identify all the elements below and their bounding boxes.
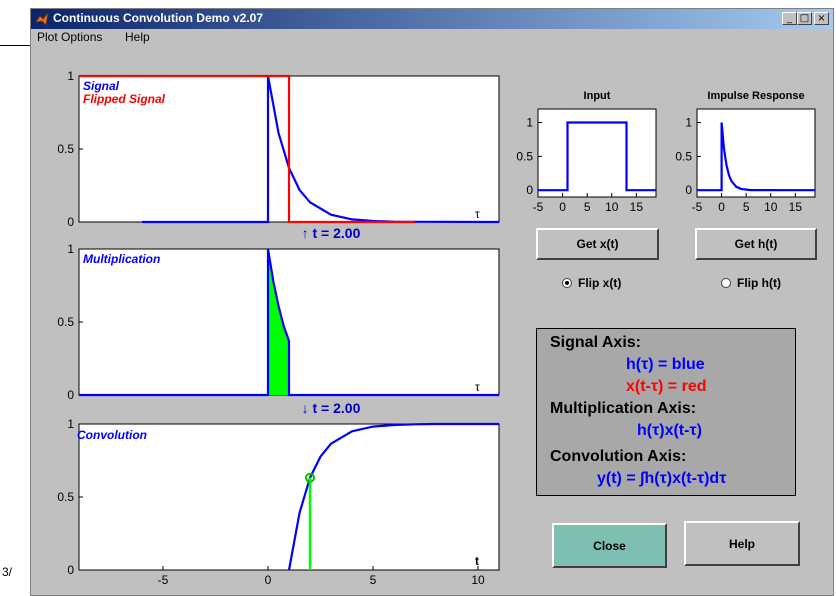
ytick-label: 1	[685, 116, 692, 130]
app-window: Continuous Convolution Demo v2.07 _ □ × …	[30, 8, 834, 596]
get-x-button[interactable]: Get x(t)	[536, 228, 659, 260]
menu-help[interactable]: Help	[125, 30, 150, 44]
xtick-label: -5	[692, 200, 703, 214]
radio-selected-icon	[562, 278, 572, 288]
ytick-label: 0	[526, 183, 533, 197]
signal-label: Signal	[83, 79, 120, 93]
legend-box: Signal Axis: h(τ) = blue x(t-τ) = red Mu…	[536, 328, 796, 496]
ytick-label: 0.5	[57, 142, 74, 156]
ytick-label: 0	[67, 563, 74, 577]
ytick-label: 0	[67, 215, 74, 229]
xtick-label: 0	[718, 200, 725, 214]
title-bar[interactable]: Continuous Convolution Demo v2.07 _ □ ×	[31, 9, 833, 29]
convolution-marker	[305, 472, 315, 483]
legend-h-blue: h(τ) = blue	[626, 356, 705, 373]
axes-impulse	[696, 108, 816, 198]
xtick-label: 10	[764, 200, 778, 214]
matlab-logo-icon	[35, 12, 49, 26]
convolution-label: Convolution	[77, 428, 147, 442]
legend-conv-expr: y(t) = ∫h(τ)x(t-τ)dτ	[597, 470, 727, 487]
axes-input	[537, 108, 657, 198]
legend-conv-axis: Convolution Axis:	[550, 448, 687, 465]
legend-signal-axis: Signal Axis:	[550, 334, 641, 351]
multiplication-axis-var: τ	[475, 380, 480, 394]
t-value-down: ↓ t = 2.00	[302, 400, 361, 416]
page-number-fragment: 3/	[2, 565, 13, 579]
get-h-button[interactable]: Get h(t)	[695, 228, 817, 260]
help-button[interactable]: Help	[684, 521, 800, 566]
ytick-label: 1	[67, 242, 74, 256]
minimize-icon[interactable]: _	[782, 12, 797, 25]
close-icon[interactable]: ×	[814, 12, 829, 25]
flipped-signal-label: Flipped Signal	[83, 92, 166, 106]
legend-x-red: x(t-τ) = red	[626, 378, 707, 395]
axes-convolution-axis	[78, 423, 500, 571]
t-value-up: ↑ t = 2.00	[302, 225, 361, 241]
legend-mult-expr: h(τ)x(t-τ)	[637, 422, 702, 439]
radio-unselected-icon	[721, 278, 731, 288]
xtick-label: 5	[584, 200, 591, 214]
xtick-label: 15	[789, 200, 803, 214]
flip-x-label: Flip x(t)	[578, 276, 622, 290]
ytick-label: 1	[526, 116, 533, 130]
xtick-label: 10	[471, 573, 485, 587]
window-title: Continuous Convolution Demo v2.07	[53, 11, 264, 25]
signal-axis-var: τ	[475, 207, 480, 221]
xtick-label: 5	[370, 573, 377, 587]
xtick-label: 10	[605, 200, 619, 214]
flip-x-radio[interactable]: Flip x(t)	[562, 276, 621, 290]
multiplication-label: Multiplication	[83, 252, 160, 266]
convolution-axis-var: t	[475, 554, 479, 568]
xtick-label: 0	[559, 200, 566, 214]
series-multiplication	[79, 248, 499, 397]
plot-title: Input	[584, 90, 611, 102]
series-x-t-	[538, 121, 656, 192]
xtick-label: 15	[630, 200, 644, 214]
page-rule	[0, 45, 40, 46]
close-button[interactable]: Close	[552, 523, 667, 568]
ytick-label: 0.5	[516, 149, 533, 163]
xtick-label: 0	[265, 573, 272, 587]
ytick-label: 0	[685, 183, 692, 197]
series-convolution	[287, 422, 499, 571]
menu-bar: Plot Options Help	[31, 29, 833, 47]
xtick-label: -5	[533, 200, 544, 214]
xtick-label: 5	[743, 200, 750, 214]
series-h-t-	[697, 122, 816, 192]
flip-h-label: Flip h(t)	[737, 276, 781, 290]
plot-title: Impulse Response	[707, 90, 804, 102]
ytick-label: 0.5	[57, 490, 74, 504]
ytick-label: 0.5	[57, 315, 74, 329]
ytick-label: 0.5	[675, 149, 692, 163]
series-flipped-signal	[79, 74, 415, 224]
flip-h-radio[interactable]: Flip h(t)	[721, 276, 781, 290]
maximize-icon[interactable]: □	[797, 12, 812, 25]
ytick-label: 0	[67, 388, 74, 402]
legend-mult-axis: Multiplication Axis:	[550, 400, 697, 417]
ytick-label: 1	[67, 417, 74, 431]
xtick-label: -5	[158, 573, 169, 587]
ytick-label: 1	[67, 69, 74, 83]
menu-plot-options[interactable]: Plot Options	[37, 30, 103, 44]
